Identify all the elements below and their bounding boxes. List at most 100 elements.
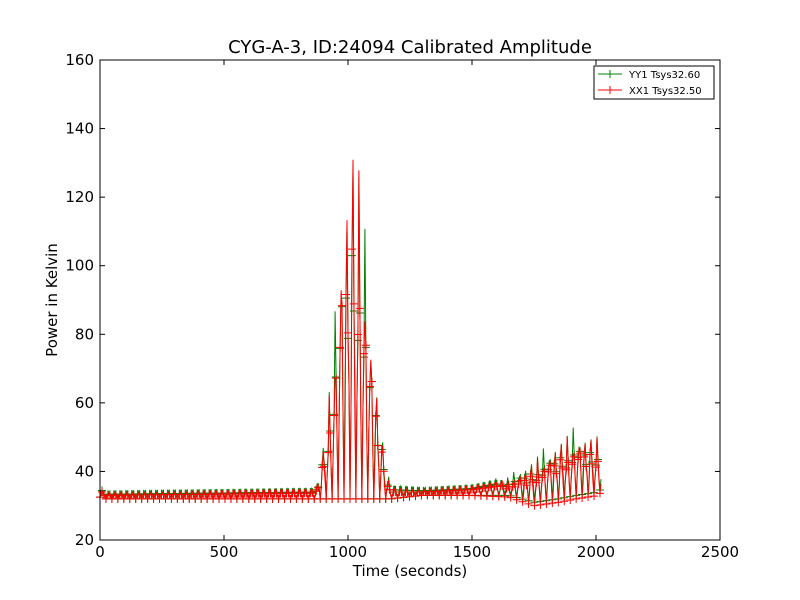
- data-point-marker: [568, 460, 577, 469]
- data-point-marker: [373, 441, 382, 450]
- data-point-marker: [393, 494, 402, 503]
- data-point-marker: [558, 464, 567, 473]
- data-point-marker: [500, 492, 509, 501]
- data-point-marker: [387, 494, 396, 503]
- data-point-marker: [344, 328, 352, 337]
- data-point-marker: [526, 472, 535, 481]
- plot-border: [99, 59, 721, 541]
- axes: 0 500 1000 1500 2000 2500 20 40 60 80 100 120 140 160: [65, 51, 739, 561]
- data-point-marker: [528, 477, 537, 486]
- data-point-marker: [586, 450, 595, 459]
- data-point-marker: [411, 492, 420, 501]
- data-point-marker: [520, 476, 529, 485]
- data-point-marker: [595, 489, 604, 498]
- x-tick-label: 500: [210, 543, 239, 561]
- data-point-marker: [590, 492, 599, 501]
- data-point-marker: [588, 459, 597, 468]
- data-point-marker: [556, 455, 565, 464]
- data-point-marker: [593, 457, 602, 466]
- legend-box: [593, 65, 715, 100]
- x-tick-label: 1500: [453, 543, 491, 561]
- data-point-marker: [512, 495, 521, 504]
- x-axis-label: Time (seconds): [352, 562, 468, 580]
- data-point-marker: [367, 377, 376, 386]
- legend-label: YY1 Tsys32.60: [628, 70, 700, 81]
- chart-title: CYG-A-3, ID:24094 Calibrated Amplitude: [228, 37, 592, 58]
- data-point-marker: [546, 461, 555, 470]
- data-point-marker: [518, 497, 527, 506]
- data-point-marker: [502, 484, 511, 493]
- data-point-marker: [560, 497, 569, 506]
- data-point-marker: [308, 489, 317, 498]
- data-point-marker: [582, 462, 591, 471]
- data-point-marker: [379, 467, 388, 476]
- data-point-marker: [399, 493, 408, 502]
- data-point-marker: [361, 341, 370, 350]
- data-point-marker: [562, 465, 571, 474]
- data-point-marker: [542, 500, 551, 508]
- data-point-marker: [552, 469, 561, 478]
- data-point-marker: [540, 467, 549, 476]
- data-point-marker: [342, 290, 351, 299]
- y-tick-label: 60: [75, 394, 94, 412]
- x-tick-label: 0: [95, 543, 105, 561]
- data-point-marker: [486, 483, 495, 492]
- x-tick-label: 2500: [701, 543, 739, 561]
- data-point-marker: [498, 481, 507, 490]
- x-tick-label: 2000: [577, 543, 615, 561]
- data-point-marker: [474, 484, 483, 493]
- data-point-marker: [330, 411, 339, 420]
- data-point-marker: [332, 374, 341, 383]
- plot-area: [100, 60, 720, 540]
- data-point-marker: [550, 461, 559, 470]
- data-layer: [96, 159, 604, 510]
- data-point-marker: [578, 493, 587, 502]
- data-point-marker: [365, 382, 374, 391]
- data-point-marker: [548, 499, 557, 508]
- data-point-marker: [349, 299, 358, 308]
- data-point-marker: [532, 478, 541, 487]
- data-point-marker: [592, 463, 600, 472]
- y-tick-label: 140: [65, 120, 94, 138]
- y-tick-label: 40: [75, 462, 94, 480]
- y-axis-label: Power in Kelvin: [43, 243, 61, 357]
- x-tick-label: 1000: [329, 543, 367, 561]
- data-point-marker: [576, 449, 585, 458]
- data-point-marker: [338, 301, 347, 310]
- data-point-marker: [564, 458, 573, 467]
- y-tick-label: 80: [75, 325, 94, 343]
- y-tick-label: 120: [65, 188, 94, 206]
- data-point-marker: [606, 86, 614, 94]
- data-point-marker: [580, 452, 589, 461]
- series-1: [96, 159, 604, 510]
- data-point-marker: [544, 467, 553, 476]
- data-point-marker: [572, 494, 581, 503]
- data-point-marker: [336, 343, 345, 352]
- data-point-marker: [97, 487, 106, 496]
- data-point-marker: [554, 498, 563, 507]
- data-point-marker: [355, 304, 364, 313]
- data-point-marker: [506, 493, 515, 502]
- data-point-marker: [320, 462, 329, 471]
- data-point-marker: [566, 496, 575, 505]
- data-point-marker: [522, 481, 531, 490]
- data-point-marker: [405, 492, 414, 501]
- data-point-marker: [536, 500, 545, 509]
- data-point-marker: [530, 501, 539, 510]
- data-point-marker: [314, 483, 323, 492]
- data-point-marker: [347, 245, 356, 254]
- data-point-marker: [468, 485, 477, 494]
- data-point-marker: [312, 487, 321, 496]
- y-tick-label: 100: [65, 257, 94, 275]
- data-point-marker: [377, 448, 386, 457]
- data-point-marker: [606, 70, 614, 78]
- data-point-marker: [514, 479, 523, 488]
- data-point-marker: [353, 330, 362, 339]
- y-tick-label: 20: [75, 531, 94, 549]
- data-point-marker: [492, 482, 501, 491]
- data-point-marker: [584, 493, 593, 502]
- data-point-marker: [538, 473, 547, 482]
- legend: YY1 Tsys32.60 XX1 Tsys32.50: [593, 65, 715, 100]
- data-point-marker: [318, 463, 327, 472]
